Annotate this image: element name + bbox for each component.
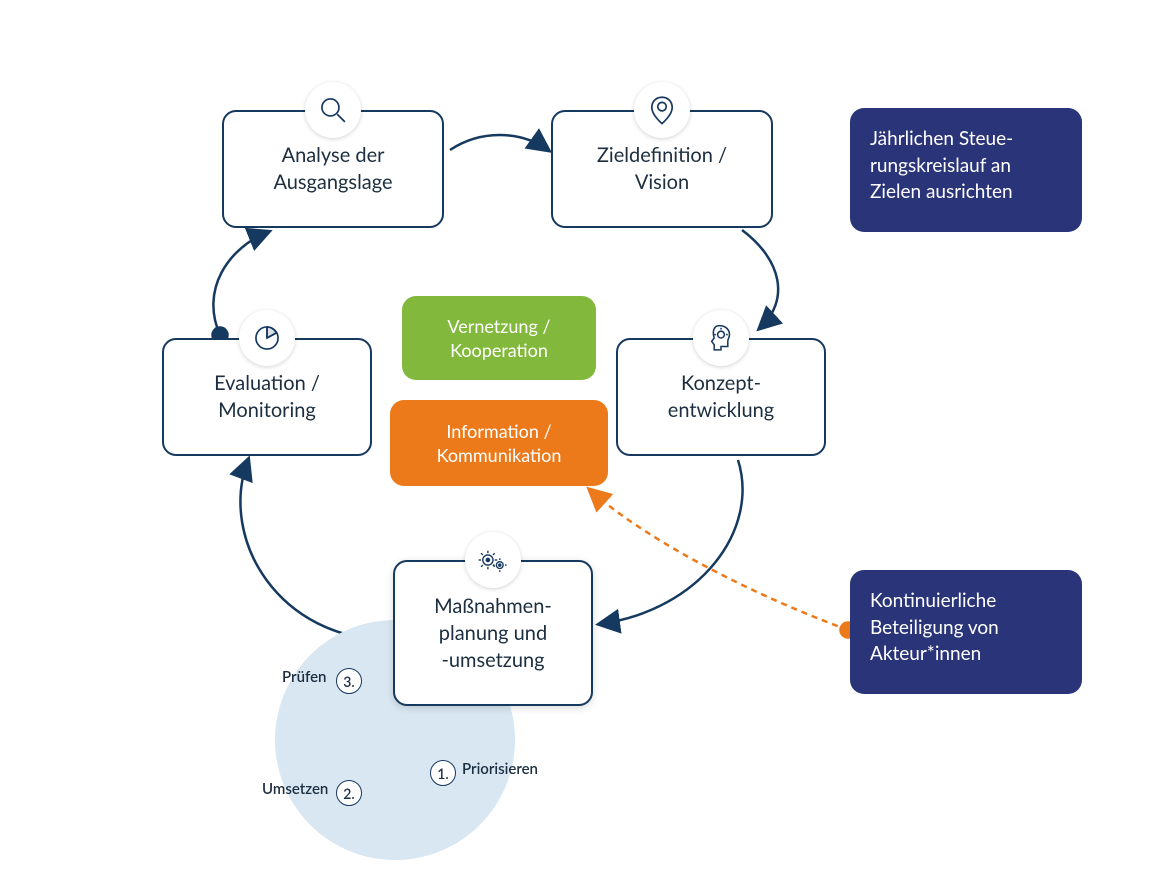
mini-num-2: 2. [336,780,362,806]
mini-label-1: Priorisieren [462,760,538,778]
location-pin-icon [634,82,690,138]
mini-label-2: Umsetzen [262,780,328,798]
sidebox-kontinuierlich-label: KontinuierlicheBeteiligung vonAkteur*inn… [870,589,999,665]
node-evaluation-label: Evaluation /Monitoring [214,370,320,424]
sidebox-jaehrlich-label: Jährlichen Steue-rungskreislauf anZielen… [870,127,1013,203]
pill-vernetzung-label: Vernetzung /Kooperation [447,314,550,363]
arrow-kontinuierlich-to-information [590,490,848,630]
pill-vernetzung: Vernetzung /Kooperation [402,296,596,380]
magnifier-icon [305,82,361,138]
sidebox-jaehrlich: Jährlichen Steue-rungskreislauf anZielen… [850,108,1082,232]
arrow-konzept-to-massnahmen [600,460,743,624]
mini-label-3: Prüfen [282,668,326,686]
node-massnahmen-label: Maßnahmen-planung und-umsetzung [434,593,552,674]
arrow-analyse-to-ziel [450,135,548,150]
gears-icon [465,532,521,588]
node-analyse-label: Analyse derAusgangslage [273,142,392,196]
mini-num-1: 1. [430,760,456,786]
node-ziel-label: Zieldefinition /Vision [597,142,727,196]
idea-head-icon [693,310,749,366]
arrow-ziel-to-konzept [742,230,778,328]
arrow-massnahmen-to-evaluation [240,460,390,640]
pill-information: Information /Kommunikation [390,400,608,486]
sidebox-kontinuierlich: KontinuierlicheBeteiligung vonAkteur*inn… [850,570,1082,694]
pie-chart-icon [239,310,295,366]
node-konzept-label: Konzept-entwicklung [668,370,774,424]
pill-information-label: Information /Kommunikation [437,419,562,468]
mini-num-3: 3. [336,668,362,694]
